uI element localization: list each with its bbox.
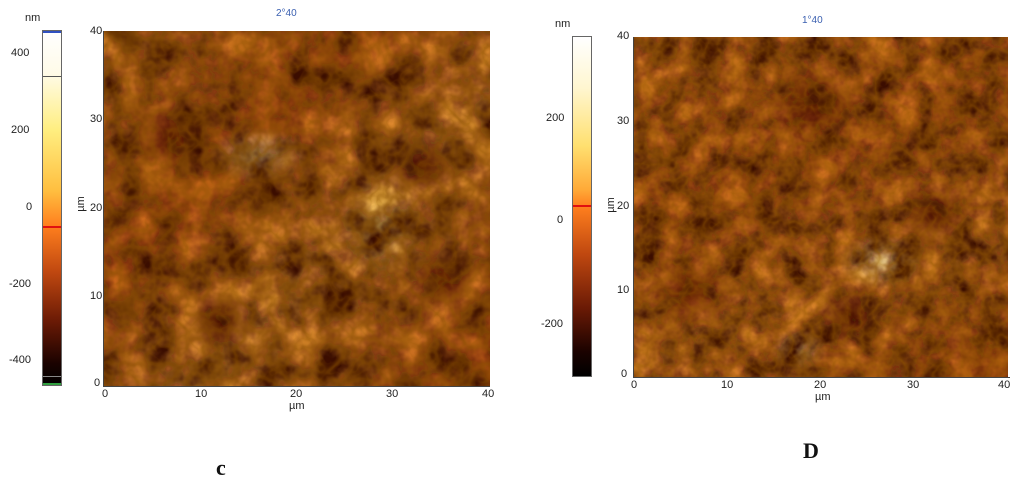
height-colorbar	[42, 30, 62, 386]
colorbar-tick: 200	[546, 112, 565, 124]
y-tick: 30	[90, 113, 103, 125]
y-axis-unit: µm	[74, 196, 87, 212]
scan-id-label: 2°40	[276, 8, 297, 19]
x-axis-line	[634, 377, 1010, 378]
x-axis-line	[104, 386, 490, 387]
afm-texture	[634, 37, 1008, 377]
afm-topography-image	[634, 37, 1008, 377]
afm-topography-image	[104, 31, 490, 386]
y-axis-line	[633, 37, 634, 378]
x-tick: 0	[102, 388, 109, 400]
afm-texture	[104, 31, 490, 386]
y-tick: 0	[94, 377, 101, 389]
colorbar-tick: 400	[11, 47, 30, 59]
y-axis-line	[103, 31, 104, 387]
y-tick: 20	[90, 202, 103, 214]
y-tick: 0	[621, 368, 628, 380]
colorbar-tick: 0	[557, 214, 564, 226]
colorbar-tick: -400	[9, 354, 32, 366]
y-axis-unit: µm	[604, 197, 617, 213]
colorbar-unit-label: nm	[555, 18, 571, 30]
x-axis-unit: µm	[815, 391, 831, 403]
x-tick: 40	[998, 379, 1011, 391]
colorbar-tick: 200	[11, 124, 30, 136]
x-tick: 0	[631, 379, 638, 391]
y-tick: 40	[90, 25, 103, 37]
x-axis-unit: µm	[289, 400, 305, 412]
x-tick: 10	[721, 379, 734, 391]
panel-caption: c	[216, 455, 226, 480]
x-tick: 20	[814, 379, 827, 391]
colorbar-unit-label: nm	[25, 12, 41, 24]
y-tick: 10	[90, 290, 103, 302]
colorbar-tick: 0	[26, 201, 33, 213]
height-colorbar	[572, 36, 592, 377]
x-tick: 10	[195, 388, 208, 400]
colorbar-zero-marker	[573, 205, 591, 207]
panel-caption: D	[803, 438, 819, 463]
y-tick: 40	[617, 30, 630, 42]
colorbar-lower-marker	[43, 376, 61, 377]
x-tick: 40	[482, 388, 495, 400]
y-tick: 30	[617, 115, 630, 127]
colorbar-tick: -200	[541, 318, 564, 330]
colorbar-upper-marker	[43, 76, 61, 77]
colorbar-tick: -200	[9, 278, 32, 290]
colorbar-top-marker	[43, 31, 61, 33]
colorbar-zero-marker	[43, 226, 61, 228]
scan-id-label: 1°40	[802, 15, 823, 26]
colorbar-bottom-marker	[43, 383, 61, 385]
x-tick: 30	[386, 388, 399, 400]
x-tick: 30	[907, 379, 920, 391]
y-tick: 10	[617, 284, 630, 296]
y-tick: 20	[617, 200, 630, 212]
x-tick: 20	[290, 388, 303, 400]
